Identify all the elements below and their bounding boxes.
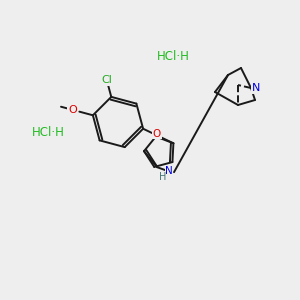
Text: O: O: [153, 128, 161, 139]
Text: HCl·H: HCl·H: [157, 50, 189, 64]
Text: O: O: [68, 105, 77, 115]
Text: Cl: Cl: [101, 76, 112, 85]
Text: HCl·H: HCl·H: [32, 125, 64, 139]
Text: N: N: [252, 83, 260, 93]
Text: N: N: [165, 166, 173, 176]
Text: H: H: [159, 172, 167, 182]
